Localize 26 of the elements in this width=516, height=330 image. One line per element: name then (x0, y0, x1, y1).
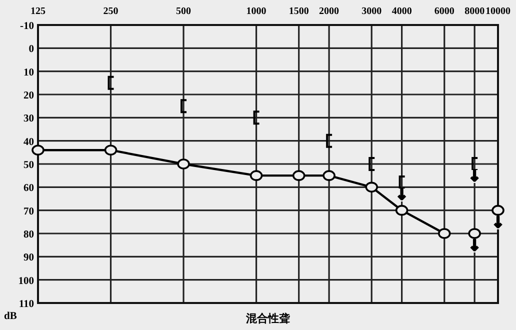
x-tick-label: 6000 (434, 6, 454, 17)
y-tick-label: 50 (24, 160, 34, 171)
x-tick-label: 125 (30, 6, 46, 17)
y-axis-title: dB (4, 311, 17, 322)
x-tick-label: 2000 (319, 6, 340, 17)
x-tick-label: 1500 (288, 6, 309, 17)
y-tick-label: 60 (24, 183, 34, 194)
y-tick-label: 110 (18, 299, 34, 310)
x-tick-label: 250 (103, 6, 118, 17)
y-tick-label: 20 (24, 90, 34, 102)
x-axis-title: 混合性聋 (245, 312, 291, 325)
y-tick-label: -10 (20, 21, 34, 32)
x-tick-label: 1000 (246, 6, 266, 17)
x-tick-label: 4000 (392, 6, 412, 17)
y-tick-label: 90 (24, 252, 34, 264)
y-tick-label: 80 (24, 230, 34, 240)
y-tick-label: 70 (24, 206, 34, 218)
x-tick-label: 3000 (362, 6, 382, 17)
y-tick-label: 100 (18, 276, 34, 287)
y-tick-label: 10 (24, 67, 34, 78)
x-tick-label: 500 (176, 6, 192, 17)
y-tick-label: 0 (28, 44, 34, 56)
x-tick-label: 10000 (486, 6, 510, 17)
y-tick-label: 40 (24, 136, 34, 148)
x-tick-label: 8000 (464, 6, 485, 17)
y-tick-label: 30 (24, 114, 34, 125)
